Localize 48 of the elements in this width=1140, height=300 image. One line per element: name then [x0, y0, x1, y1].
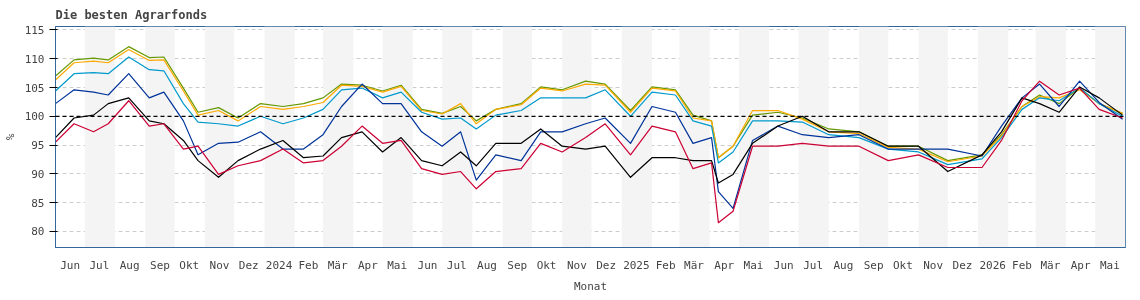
y-tick-label: 95 [31, 139, 45, 153]
line-series [55, 86, 1124, 184]
x-tick-label: Nov [566, 258, 588, 272]
x-tick-label: Mai [1099, 258, 1120, 272]
x-tick-label: Mai [387, 258, 408, 272]
y-tick-label: 90 [31, 167, 45, 181]
x-tick-label: Sep [150, 258, 170, 272]
y-tick-label: 105 [24, 81, 45, 95]
x-tick-label: Apr [357, 258, 379, 272]
x-tick-label: Aug [119, 258, 140, 272]
x-tick-label: Jul [446, 258, 467, 272]
x-tick-label: Jun [60, 258, 81, 272]
x-tick-label: Aug [833, 258, 854, 272]
y-axis-title: % [3, 133, 17, 141]
x-tick-label: Nov [923, 258, 944, 272]
y-tick-label: 100 [24, 110, 45, 124]
x-tick-label: Feb [1012, 258, 1032, 272]
x-tick-label: Mär [684, 258, 705, 272]
x-tick-label: Feb [298, 258, 319, 272]
x-tick-label: Apr [1070, 258, 1091, 272]
x-tick-label: Apr [714, 258, 735, 272]
x-tick-label: Sep [863, 258, 884, 272]
x-tick-label: Okt [536, 258, 557, 272]
x-tick-label: Jun [773, 258, 794, 272]
x-tick-label: 2025 [623, 258, 650, 272]
chart-title: Die besten Agrarfonds [55, 7, 208, 22]
x-axis-title: Monat [573, 279, 608, 293]
x-tick-label: Mär [327, 258, 348, 272]
x-tick-label: Sep [507, 258, 528, 272]
y-tick-label: 110 [24, 52, 45, 66]
x-tick-label: Feb [655, 258, 676, 272]
x-tick-label: Dez [596, 258, 617, 272]
x-tick-label: Dez [238, 258, 259, 272]
x-tick-label: Nov [209, 258, 230, 272]
x-tick-label: Aug [477, 258, 497, 272]
x-tick-label: Jun [417, 258, 438, 272]
y-tick-label: 85 [31, 196, 45, 210]
x-tick-label: 2024 [265, 258, 293, 272]
x-tick-label: 2026 [979, 258, 1006, 272]
x-tick-label: Okt [179, 258, 200, 272]
x-tick-label: Jul [89, 258, 110, 272]
x-tick-label: Dez [952, 258, 973, 272]
x-tick-label: Okt [892, 258, 913, 272]
x-tick-label: Mai [743, 258, 764, 272]
y-tick-label: 80 [31, 225, 45, 239]
y-tick-label: 115 [24, 23, 45, 37]
x-tick-label: Mär [1040, 258, 1061, 272]
x-tick-label: Jul [803, 258, 824, 272]
